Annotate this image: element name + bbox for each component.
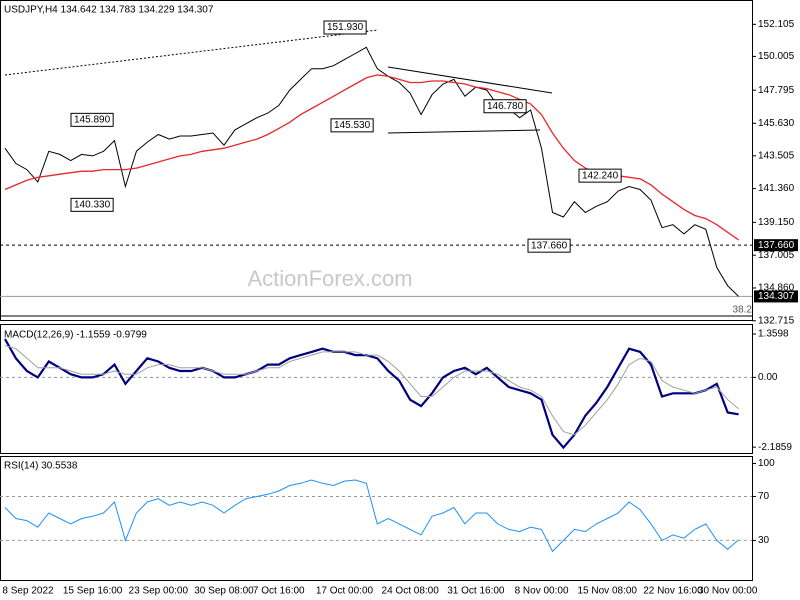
annotation-box bbox=[330, 118, 374, 133]
x-tick-label: 15 Sep 16:00 bbox=[63, 586, 123, 597]
y-tick-label: 30 bbox=[758, 535, 770, 546]
triangle-line bbox=[387, 66, 553, 94]
y-tick-label: 147.795 bbox=[758, 85, 795, 96]
y-tick-label: 141.360 bbox=[758, 183, 795, 194]
y-tick-label: 152.105 bbox=[758, 19, 795, 30]
rsi-panel bbox=[0, 456, 753, 581]
y-tick-label: 100 bbox=[758, 458, 775, 469]
triangle-line bbox=[387, 129, 541, 134]
series-line bbox=[4, 46, 739, 297]
fib-label: 38.2 bbox=[733, 305, 753, 316]
annotation-label: 145.890 bbox=[74, 114, 111, 125]
y-tick-label: 137.005 bbox=[758, 250, 795, 261]
x-tick-label: 31 Oct 16:00 bbox=[447, 586, 505, 597]
x-tick-label: 7 Oct 16:00 bbox=[253, 586, 305, 597]
annotation-label: 151.930 bbox=[327, 22, 364, 33]
y-tick-label: 134.860 bbox=[758, 283, 795, 294]
panel-title: RSI(14) 30.5538 bbox=[4, 461, 78, 472]
series-line bbox=[4, 479, 739, 553]
annotation-box bbox=[323, 20, 367, 35]
panel-title: USDJPY,H4 134.642 134.783 134.229 134.30… bbox=[4, 5, 214, 16]
y-tick-label: 143.505 bbox=[758, 150, 795, 161]
x-tick-label: 23 Sep 00:00 bbox=[129, 586, 189, 597]
x-tick-label: 8 Sep 2022 bbox=[2, 586, 54, 597]
annotation-label: 140.330 bbox=[74, 199, 111, 210]
y-tick-label: 70 bbox=[758, 491, 770, 502]
series-line bbox=[4, 338, 739, 450]
price-box bbox=[754, 239, 798, 252]
x-tick-label: 24 Oct 08:00 bbox=[382, 586, 440, 597]
trend-line bbox=[4, 29, 379, 76]
annotation-box bbox=[70, 112, 114, 127]
series-line bbox=[4, 345, 739, 436]
price-panel bbox=[0, 0, 753, 321]
y-tick-label: 1.3598 bbox=[758, 329, 789, 340]
macd-panel bbox=[0, 324, 753, 454]
annotation-label: 146.780 bbox=[487, 101, 524, 112]
annotation-box bbox=[527, 238, 571, 253]
x-tick-label: 15 Nov 08:00 bbox=[578, 586, 638, 597]
panel-title: MACD(12,26,9) -1.1559 -0.9799 bbox=[4, 330, 147, 341]
y-tick-label: 139.150 bbox=[758, 217, 795, 228]
y-tick-label: 150.005 bbox=[758, 51, 795, 62]
y-tick-label: 132.715 bbox=[758, 315, 795, 326]
price-box-label: 134.307 bbox=[758, 291, 795, 302]
y-tick-label: 0.00 bbox=[758, 372, 778, 383]
price-box-label: 137.660 bbox=[758, 240, 795, 251]
x-tick-label: 30 Nov 00:00 bbox=[698, 586, 758, 597]
x-tick-label: 30 Sep 08:00 bbox=[194, 586, 254, 597]
annotation-box bbox=[70, 197, 114, 212]
annotation-label: 145.530 bbox=[334, 120, 371, 131]
watermark: ActionForex.com bbox=[247, 266, 412, 291]
annotation-label: 142.240 bbox=[582, 170, 619, 181]
x-tick-label: 17 Oct 00:00 bbox=[316, 586, 374, 597]
y-tick-label: -2.1859 bbox=[758, 442, 792, 453]
annotation-box bbox=[483, 99, 527, 114]
x-tick-label: 22 Nov 16:00 bbox=[643, 586, 703, 597]
annotation-label: 137.660 bbox=[531, 240, 568, 251]
price-box bbox=[754, 290, 798, 303]
annotation-box bbox=[578, 168, 622, 183]
x-tick-label: 8 Nov 00:00 bbox=[515, 586, 569, 597]
y-tick-label: 145.630 bbox=[758, 118, 795, 129]
